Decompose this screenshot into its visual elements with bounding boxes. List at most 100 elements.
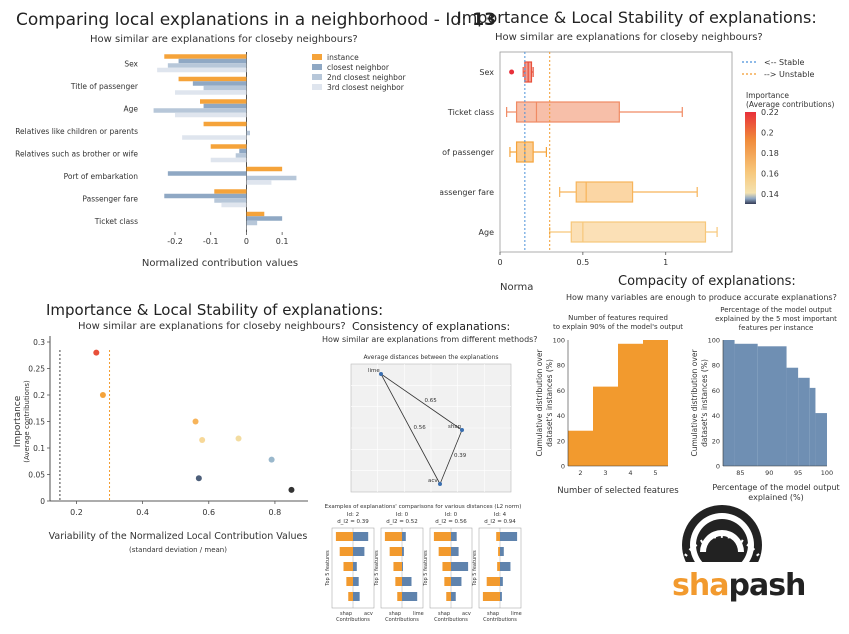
category-label: Sex <box>124 59 138 68</box>
colorbar-tick: 0.22 <box>761 108 779 117</box>
bar <box>210 144 247 149</box>
comparison-bar-left <box>335 532 353 541</box>
bar <box>178 76 247 82</box>
legend-label: closest neighbor <box>327 63 390 72</box>
comparison-bar-right <box>500 592 502 601</box>
legend-label: 3rd closest neighbor <box>327 83 405 92</box>
y-axis-sublabel: (Average contributions) <box>23 380 31 463</box>
output-hist-x-tick-label: 90 <box>765 469 773 477</box>
scatter-point <box>192 418 199 425</box>
x-tick-label: 1 <box>663 258 668 267</box>
comparison-x-label: Contributions <box>434 617 468 623</box>
scatter-point <box>288 486 295 493</box>
network-node <box>379 372 383 376</box>
network-edge-label: 0.39 <box>454 453 467 459</box>
output-hist-y-tick-label: 100 <box>708 337 720 345</box>
bar <box>246 216 283 221</box>
bar <box>246 211 265 217</box>
network-node <box>438 482 442 486</box>
features-hist-bar <box>593 386 618 466</box>
output-hist-bar <box>757 346 787 466</box>
comparison-x-label: Contributions <box>483 617 517 623</box>
features-hist-bar <box>618 343 643 466</box>
output-hist-bar <box>723 340 735 466</box>
bar <box>175 112 247 118</box>
comparison-id-label: Id: 2 <box>347 512 359 518</box>
comparison-distance-label: d_l2 = 0.39 <box>337 519 369 525</box>
colorbar-tick: 0.18 <box>761 149 779 158</box>
y-tick-label: 0.3 <box>33 338 45 347</box>
plot-frame <box>499 51 733 253</box>
comparison-bar-right <box>402 532 406 541</box>
comparison-bar-right <box>402 592 418 601</box>
x-axis-label-partial: Norma <box>500 282 533 290</box>
outlier-point <box>509 69 515 75</box>
comparison-bar-left <box>343 562 353 571</box>
comparison-y-label: Top 5 features <box>325 550 331 587</box>
x-tick-label: -0.1 <box>203 237 219 246</box>
category-label: Title of passenger <box>440 148 495 157</box>
panel2-title: Importance & Local Stability of explanat… <box>457 8 817 27</box>
comparison-bar-right <box>451 562 469 571</box>
features-hist-y-tick-label: 40 <box>557 412 565 420</box>
features-hist-x-tick-label: 2 <box>578 469 582 477</box>
category-label: Passenger fare <box>82 194 138 203</box>
comparison-right-method: lime <box>511 611 522 617</box>
comparison-left-method: shap <box>389 611 401 617</box>
features-hist-y-tick-label: 100 <box>553 337 565 345</box>
x-tick-label: 0.6 <box>202 508 215 517</box>
legend-swatch <box>312 84 322 90</box>
y-tick-label: 0.25 <box>28 365 45 374</box>
features-hist-y-tick-label: 80 <box>557 362 565 370</box>
legend-label: --> Unstable <box>764 70 814 79</box>
box <box>515 101 620 123</box>
comparison-x-label: Contributions <box>385 617 419 623</box>
bar <box>182 135 247 140</box>
network-node-label: acv <box>428 478 438 484</box>
category-label: Relatives like children or parents <box>15 127 138 136</box>
bar <box>246 126 247 131</box>
comparison-id-label: Id: 0 <box>445 512 458 518</box>
features-hist-x-tick-label: 4 <box>628 469 632 477</box>
network-edge <box>439 429 463 485</box>
comparison-bar-right <box>500 547 504 556</box>
right-hist-x-label: Percentage of the model output <box>712 483 839 492</box>
output-hist-y-tick-label: 80 <box>712 362 720 370</box>
comparison-bar-left <box>498 547 500 556</box>
comparison-id-label: Id: 0 <box>396 512 409 518</box>
colorbar-title: Importance <box>746 91 789 100</box>
panel3-subtitle: How similar are explanations for closeby… <box>78 321 346 332</box>
panel-stability-scatter: Importance & Local Stability of explanat… <box>0 295 383 570</box>
comparison-id-label: Id: 4 <box>494 512 507 518</box>
shapash-logo-text: shapash <box>672 568 806 603</box>
comparison-distance-label: d_l2 = 0.52 <box>386 519 418 525</box>
scatter-point <box>199 437 206 444</box>
panel5-subtitle: How many variables are enough to produce… <box>566 293 837 302</box>
category-label: Ticket class <box>94 217 138 226</box>
output-hist-y-tick-label: 20 <box>712 437 720 445</box>
comparison-bar-right <box>402 577 412 586</box>
comparison-bar-right <box>500 562 511 571</box>
output-hist-x-tick-label: 95 <box>794 469 802 477</box>
y-tick-label: 0 <box>40 497 45 506</box>
x-axis-label: Normalized contribution values <box>142 258 298 269</box>
bar <box>167 171 247 176</box>
comparison-distance-label: d_l2 = 0.94 <box>484 519 516 525</box>
box <box>575 181 634 203</box>
output-hist-x-tick-label: 100 <box>821 469 833 477</box>
bar <box>192 81 247 86</box>
comparison-left-method: shap <box>438 611 450 617</box>
scatter-point <box>195 475 202 482</box>
right-hist-title: explained by the 5 most important <box>715 315 837 323</box>
output-hist-bar <box>798 377 810 466</box>
network-title: Average distances between the explanatio… <box>364 354 499 361</box>
features-hist-y-tick-label: 60 <box>557 387 565 395</box>
scatter-point <box>93 349 100 356</box>
output-hist-bar <box>809 387 816 466</box>
features-hist-x-tick-label: 5 <box>653 469 657 477</box>
x-tick-label: 0 <box>497 258 502 267</box>
comparison-left-method: shap <box>487 611 499 617</box>
colorbar-tick: 0.14 <box>761 190 779 199</box>
bar <box>203 103 247 109</box>
right-hist-y-label: Cumulative distribution over <box>690 349 699 457</box>
